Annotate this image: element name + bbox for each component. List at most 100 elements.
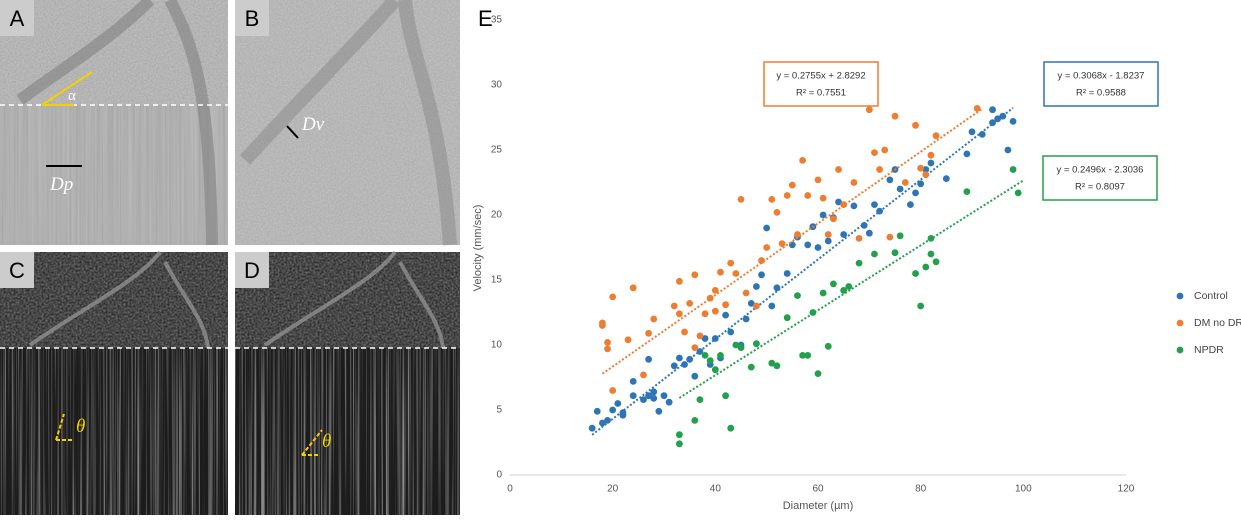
- angle-label: θ: [322, 431, 331, 452]
- data-point: [860, 222, 868, 229]
- data-point: [696, 332, 704, 340]
- data-point: [922, 263, 930, 271]
- data-point: [989, 106, 996, 114]
- equation: y = 0.3068x - 1.8237: [1058, 71, 1145, 82]
- data-point: [788, 181, 796, 189]
- data-point: [804, 192, 812, 199]
- trend-line: [591, 107, 1014, 436]
- data-point: [855, 259, 863, 267]
- data-point: [835, 198, 842, 206]
- y-tick-label: 10: [491, 340, 503, 351]
- data-point: [681, 361, 688, 368]
- angle-label: α: [68, 88, 76, 104]
- data-point: [778, 240, 786, 248]
- data-point: [599, 419, 606, 427]
- data-point: [927, 159, 935, 167]
- data-point: [942, 175, 950, 183]
- data-point: [737, 344, 745, 351]
- r-squared: R² = 0.8097: [1075, 182, 1125, 193]
- y-axis-label: Velocity (mm/sec): [472, 205, 484, 292]
- data-point: [711, 307, 719, 315]
- data-point: [640, 396, 647, 403]
- data-point: [824, 342, 832, 350]
- data-point: [824, 237, 832, 245]
- data-point: [855, 235, 863, 242]
- data-point: [968, 128, 976, 136]
- data-point: [604, 345, 611, 353]
- data-point: [727, 424, 735, 432]
- panel-label: C: [9, 258, 25, 283]
- data-point: [717, 352, 724, 359]
- data-point: [963, 150, 971, 158]
- data-point: [783, 314, 791, 322]
- panel-a: [0, 0, 228, 246]
- panel-label: D: [244, 258, 260, 283]
- data-point: [609, 387, 617, 394]
- data-point: [604, 417, 611, 424]
- data-point: [614, 400, 622, 407]
- data-point: [871, 149, 878, 157]
- x-tick-label: 40: [710, 484, 722, 495]
- data-point: [691, 271, 699, 279]
- data-point: [722, 301, 729, 309]
- y-tick-label: 20: [491, 210, 503, 221]
- data-point: [691, 372, 699, 380]
- data-point: [804, 241, 812, 249]
- data-point: [922, 171, 930, 179]
- data-point: [922, 166, 930, 173]
- data-point: [629, 378, 637, 385]
- data-point: [783, 270, 791, 277]
- data-point: [814, 176, 822, 184]
- data-point: [1014, 189, 1022, 197]
- data-point: [645, 329, 652, 337]
- legend-marker: [1176, 292, 1184, 300]
- panel-label: E: [478, 6, 493, 31]
- data-point: [660, 392, 668, 400]
- data-point: [901, 179, 909, 186]
- data-point: [701, 335, 709, 342]
- y-tick-label: 0: [496, 470, 502, 481]
- data-point: [835, 166, 842, 173]
- data-point: [747, 300, 755, 307]
- data-point: [917, 302, 925, 310]
- x-tick-label: 100: [1015, 484, 1032, 495]
- data-point: [753, 302, 760, 310]
- data-point: [819, 211, 827, 219]
- data-point: [604, 339, 611, 346]
- data-point: [650, 388, 658, 396]
- data-point: [865, 106, 873, 114]
- data-point: [753, 283, 760, 290]
- data-point: [670, 302, 678, 310]
- data-point: [963, 188, 971, 196]
- data-point: [768, 359, 776, 367]
- data-point: [830, 280, 837, 288]
- data-point: [912, 189, 919, 197]
- data-point: [629, 284, 637, 292]
- data-point: [676, 277, 683, 285]
- data-point: [722, 392, 729, 400]
- trend-line: [601, 107, 983, 375]
- r-squared: R² = 0.7551: [796, 88, 846, 99]
- data-point: [845, 283, 853, 290]
- legend-label: Control: [1194, 290, 1228, 302]
- data-point: [932, 258, 940, 266]
- equation-box: [1043, 61, 1159, 107]
- data-point: [753, 340, 760, 348]
- data-point: [773, 209, 781, 216]
- data-point: [891, 249, 899, 257]
- data-point: [727, 328, 735, 336]
- x-tick-label: 0: [507, 484, 513, 495]
- panel-label: B: [245, 6, 260, 31]
- data-point: [701, 310, 709, 318]
- data-point: [686, 300, 694, 307]
- data-point: [768, 302, 776, 310]
- data-point: [722, 311, 729, 319]
- data-point: [881, 146, 889, 154]
- data-point: [912, 270, 919, 277]
- data-point: [706, 357, 714, 364]
- data-point: [871, 250, 878, 258]
- data-point: [865, 229, 873, 237]
- data-point: [773, 362, 781, 370]
- data-point: [799, 157, 806, 164]
